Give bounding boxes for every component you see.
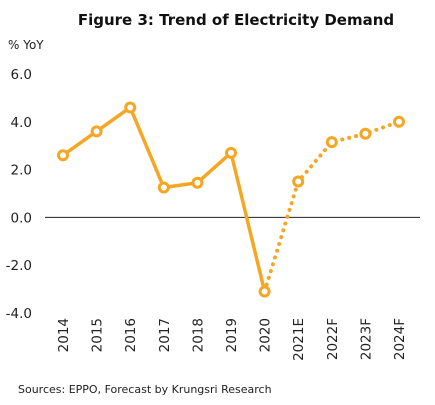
series-lines xyxy=(61,105,401,294)
source-note: Sources: EPPO, Forecast by Krungsri Rese… xyxy=(18,383,272,396)
y-tick-label: 6.0 xyxy=(11,67,32,83)
x-tick-label: 2018 xyxy=(190,318,206,352)
x-tick-label: 2014 xyxy=(56,318,72,352)
x-tick-label: 2016 xyxy=(123,318,139,352)
forecast-series-line xyxy=(262,119,401,294)
x-tick-label: 2020 xyxy=(258,318,274,352)
data-point xyxy=(157,181,170,194)
data-point xyxy=(225,146,237,159)
y-tick-label: 0.0 xyxy=(11,210,32,226)
data-point xyxy=(57,149,69,162)
data-point xyxy=(292,175,305,188)
x-tick-label: 2015 xyxy=(90,318,106,352)
data-point xyxy=(191,176,204,189)
data-point xyxy=(325,136,338,149)
y-tick-label: 2.0 xyxy=(11,163,32,179)
x-tick-label: 2017 xyxy=(157,318,173,352)
x-tick-label: 2024F xyxy=(392,318,408,360)
data-points xyxy=(57,101,405,298)
x-tick-label: 2022F xyxy=(325,318,341,360)
chart-title: Figure 3: Trend of Electricity Demand xyxy=(78,11,394,29)
y-tick-label: 4.0 xyxy=(11,115,32,131)
y-axis-ticks: 6.0 4.0 2.0 0.0 -2.0 -4.0 xyxy=(6,67,32,322)
y-tick-label: -2.0 xyxy=(6,258,32,274)
x-tick-label: 2021E xyxy=(291,318,307,361)
data-point xyxy=(359,127,372,140)
x-axis-ticks: 2014 2015 2016 2017 2018 2019 2020 2021E 2022F 20… xyxy=(56,318,408,361)
y-axis-unit-label: % YoY xyxy=(8,38,44,52)
data-point xyxy=(393,115,405,128)
data-point xyxy=(124,101,137,114)
y-tick-label: -4.0 xyxy=(6,306,32,322)
data-point xyxy=(258,285,271,298)
x-tick-label: 2019 xyxy=(224,318,240,352)
data-point xyxy=(90,125,103,138)
x-tick-label: 2023F xyxy=(358,318,374,360)
